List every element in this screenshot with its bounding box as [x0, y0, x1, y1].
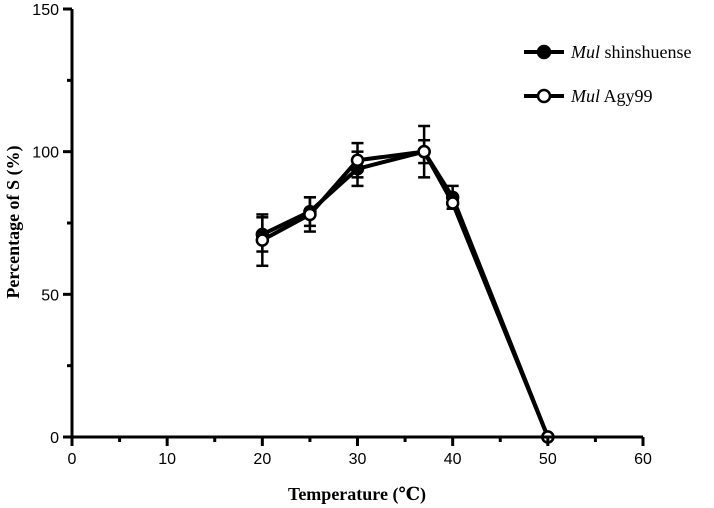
data-point	[255, 233, 270, 247]
y-tick-label: 0	[50, 430, 59, 447]
axes: 0 10 20 30 40 50 60 0 50 100 150	[32, 2, 652, 468]
x-ticks: 0 10 20 30 40 50 60	[68, 437, 652, 468]
data-point	[445, 196, 460, 210]
x-tick-label: 10	[158, 451, 176, 468]
y-tick-label: 100	[32, 145, 59, 162]
data-point	[350, 153, 365, 167]
x-tick-label: 20	[253, 451, 271, 468]
series-line	[261, 149, 550, 438]
data-point	[417, 144, 431, 159]
x-axis-title: Temperature (℃)	[288, 484, 426, 505]
data-point	[303, 207, 317, 222]
y-ticks: 0 50 100 150	[32, 2, 72, 447]
y-tick-label: 150	[32, 2, 59, 19]
series-2	[255, 124, 555, 444]
series-line	[261, 149, 550, 438]
legend: Mul shinshuense Mul Agy99	[524, 42, 692, 106]
legend-entry: Mul shinshuense	[524, 42, 692, 62]
x-tick-label: 60	[634, 451, 652, 468]
series-1	[255, 139, 555, 444]
x-tick-label: 50	[539, 451, 557, 468]
legend-marker	[536, 88, 552, 104]
y-axis-title: Percentage of S (%)	[3, 145, 24, 298]
x-tick-label: 40	[444, 451, 462, 468]
legend-label: Mul Agy99	[570, 86, 653, 106]
plot-area	[255, 124, 555, 444]
x-tick-label: 30	[349, 451, 367, 468]
legend-label: Mul shinshuense	[570, 42, 692, 62]
legend-entry: Mul Agy99	[524, 86, 653, 106]
legend-marker	[536, 44, 552, 60]
x-tick-label: 0	[68, 451, 77, 468]
y-tick-label: 50	[41, 287, 59, 304]
